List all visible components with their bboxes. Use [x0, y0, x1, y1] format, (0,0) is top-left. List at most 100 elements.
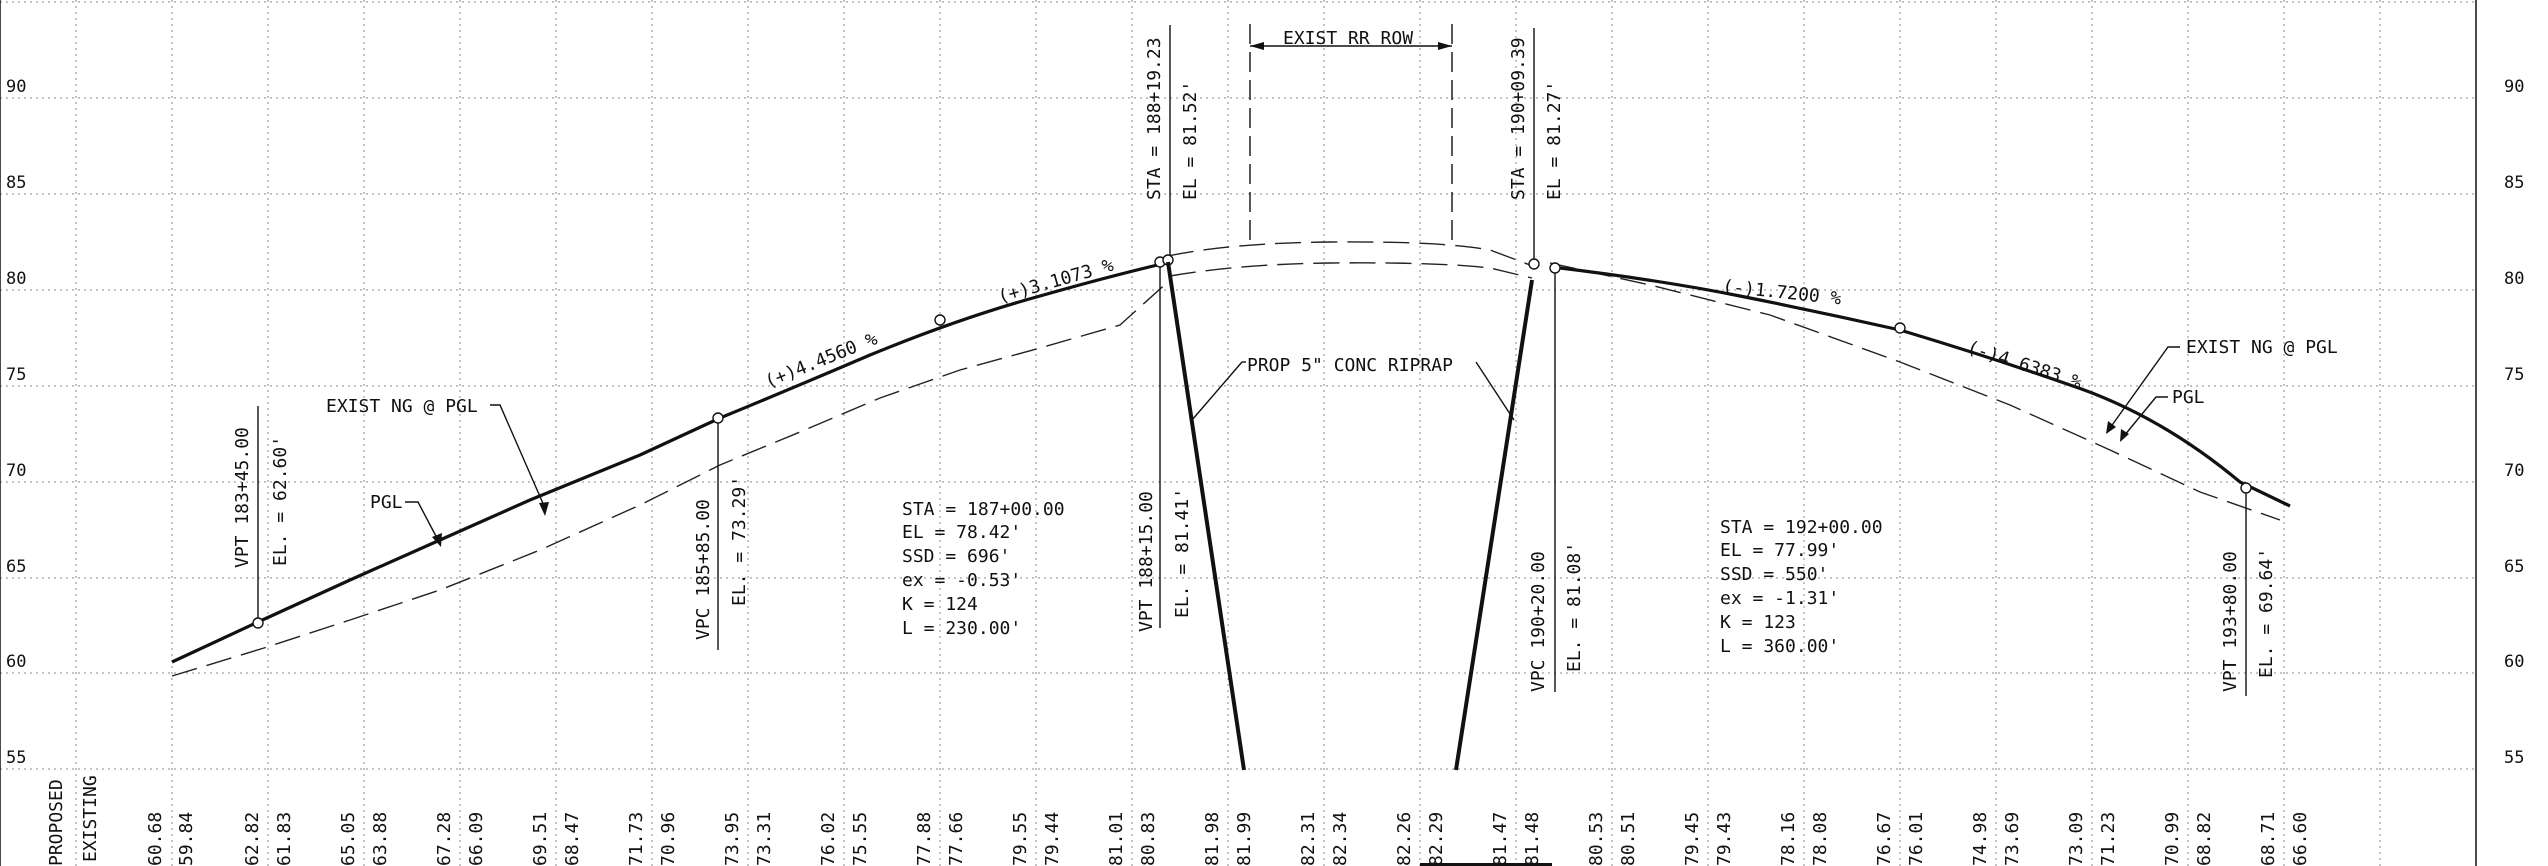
pgl-right-label: PGL: [2172, 387, 2205, 408]
curve-1-line: STA = 187+00.00: [902, 499, 1065, 520]
station-elevation-value: 82.29: [1426, 812, 1447, 866]
elevation-labels-left: 90 85 80 75 70 65 60 55: [6, 77, 26, 768]
curve-2-line: SSD = 550': [1720, 564, 1828, 585]
vpc-190-station: VPC 190+20.00: [1528, 551, 1549, 692]
elevation-label-left: 60: [6, 652, 26, 672]
station-elevation-value: 73.69: [2002, 812, 2023, 866]
proposed-grade-line: [172, 262, 1170, 662]
elevation-label-left: 75: [6, 365, 26, 385]
station-elevation-value: 63.88: [370, 812, 391, 866]
vpc-185-station: VPC 185+85.00: [693, 499, 714, 640]
elevation-label-right: 80: [2504, 269, 2524, 289]
station-elevation-value: 71.23: [2098, 812, 2119, 866]
sta-188-station: STA = 188+19.23: [1144, 37, 1165, 200]
elevation-label-right: 65: [2504, 557, 2524, 577]
station-elevation-value: 69.51: [530, 812, 551, 866]
elevation-label-left: 65: [6, 557, 26, 577]
station-elevation-value: 82.34: [1330, 812, 1351, 866]
vpt-183-marker: [253, 406, 263, 628]
station-elevation-value: 75.55: [850, 812, 871, 866]
elevation-label-right: 60: [2504, 652, 2524, 672]
sta-188-elevation: EL = 81.52': [1180, 81, 1201, 200]
station-elevation-value: 80.51: [1618, 812, 1639, 866]
curve-1-line: L = 230.00': [902, 618, 1021, 639]
grade-label-4: (-)4.6383 %: [1964, 337, 2084, 394]
sta-190-elevation: EL = 81.27': [1544, 81, 1565, 200]
grade-label-1: (+)4.4560 %: [762, 328, 881, 392]
vpt-188-elevation: EL. = 81.41': [1172, 488, 1193, 618]
station-elevation-value: 78.16: [1778, 812, 1799, 866]
station-elevation-value: 65.05: [338, 812, 359, 866]
station-elevation-value: 82.31: [1298, 812, 1319, 866]
station-elevation-value: 76.01: [1906, 812, 1927, 866]
pgl-left-label: PGL: [370, 492, 403, 513]
station-elevation-value: 77.88: [914, 812, 935, 866]
station-elevation-value: 81.47: [1490, 812, 1511, 866]
pgl-left-arrow: [432, 533, 442, 547]
elevation-label-right: 90: [2504, 77, 2524, 97]
elevation-label-left: 70: [6, 461, 26, 481]
station-elevation-value: 70.96: [658, 812, 679, 866]
curve-1-line: SSD = 696': [902, 546, 1010, 567]
curve-1-line: K = 124: [902, 594, 978, 615]
riprap-label: PROP 5" CONC RIPRAP: [1247, 355, 1453, 376]
curve-2-line: ex = -1.31': [1720, 588, 1839, 609]
vpc-185-elevation: EL. = 73.29': [729, 476, 750, 606]
exist-ng-left-arrow: [539, 502, 549, 516]
station-elevation-value: 66.60: [2290, 812, 2311, 866]
elevation-label-right: 75: [2504, 365, 2524, 385]
station-elevation-value: 81.48: [1522, 812, 1543, 866]
station-elevation-value: 76.67: [1874, 812, 1895, 866]
station-elevation-value: 68.71: [2258, 812, 2279, 866]
exist-ng-left-leader: [490, 405, 545, 508]
station-elevation-value: 66.09: [466, 812, 487, 866]
station-elevation-value: 61.83: [274, 812, 295, 866]
riprap-line-right: [1456, 280, 1532, 770]
riprap-leader-right: [1476, 362, 1514, 420]
curve-2-line: L = 360.00': [1720, 636, 1839, 657]
station-elevation-value: 76.02: [818, 812, 839, 866]
station-elevation-value: 81.98: [1202, 812, 1223, 866]
rr-row-arrow-left: [1250, 42, 1264, 50]
station-elevation-value: 73.31: [754, 812, 775, 866]
station-elevation-value: 68.47: [562, 812, 583, 866]
exist-ng-right-label: EXIST NG @ PGL: [2186, 337, 2338, 358]
rr-row-arrow-right: [1438, 42, 1452, 50]
elevation-label-right: 55: [2504, 748, 2524, 768]
station-elevation-value: 81.99: [1234, 812, 1255, 866]
station-elevation-value: 78.08: [1810, 812, 1831, 866]
existing-ground-top-lower: [1170, 263, 1532, 278]
curve-data-block-2: STA = 192+00.00 EL = 77.99' SSD = 550' e…: [1720, 517, 1883, 657]
vpc-185-marker: [713, 413, 723, 650]
exist-ng-right-arrow: [2106, 421, 2116, 434]
existing-ground-line-right: [1550, 263, 2280, 520]
exist-rr-row-label: EXIST RR ROW: [1283, 28, 1413, 49]
station-elevation-value: 81.01: [1106, 812, 1127, 866]
curve-data-block-1: STA = 187+00.00 EL = 78.42' SSD = 696' e…: [902, 499, 1065, 639]
pi-point-1: [935, 315, 945, 325]
vpt-193-elevation: EL. = 69.64': [2256, 548, 2277, 678]
vpt-188-station: VPT 188+15.00: [1136, 491, 1157, 632]
existing-ground-top: [1168, 242, 1530, 265]
pi-point-2: [1895, 323, 1905, 333]
station-elevation-row: 60.68 59.84 62.82 61.83 65.05 63.88 67.28 66.09…: [145, 812, 2311, 866]
station-elevation-value: 67.28: [434, 812, 455, 866]
elevation-label-left: 85: [6, 173, 26, 193]
station-elevation-value: 71.73: [626, 812, 647, 866]
curve-2-line: STA = 192+00.00: [1720, 517, 1883, 538]
station-elevation-value: 79.44: [1042, 812, 1063, 866]
station-elevation-value: 80.83: [1138, 812, 1159, 866]
elevation-labels-right: 90 85 80 75 70 65 60 55: [2504, 77, 2524, 768]
vpc-190-elevation: EL. = 81.08': [1564, 542, 1585, 672]
station-elevation-value: 73.95: [722, 812, 743, 866]
elevation-label-right: 85: [2504, 173, 2524, 193]
station-elevation-value: 73.09: [2066, 812, 2087, 866]
station-elevation-value: 62.82: [242, 812, 263, 866]
vpt-193-marker: [2241, 483, 2251, 696]
elevation-label-left: 80: [6, 269, 26, 289]
curve-1-line: ex = -0.53': [902, 570, 1021, 591]
vpt-183-elevation: EL. = 62.60': [270, 436, 291, 566]
row-label-proposed: PROPOSED: [46, 779, 67, 866]
station-elevation-value: 60.68: [145, 812, 166, 866]
